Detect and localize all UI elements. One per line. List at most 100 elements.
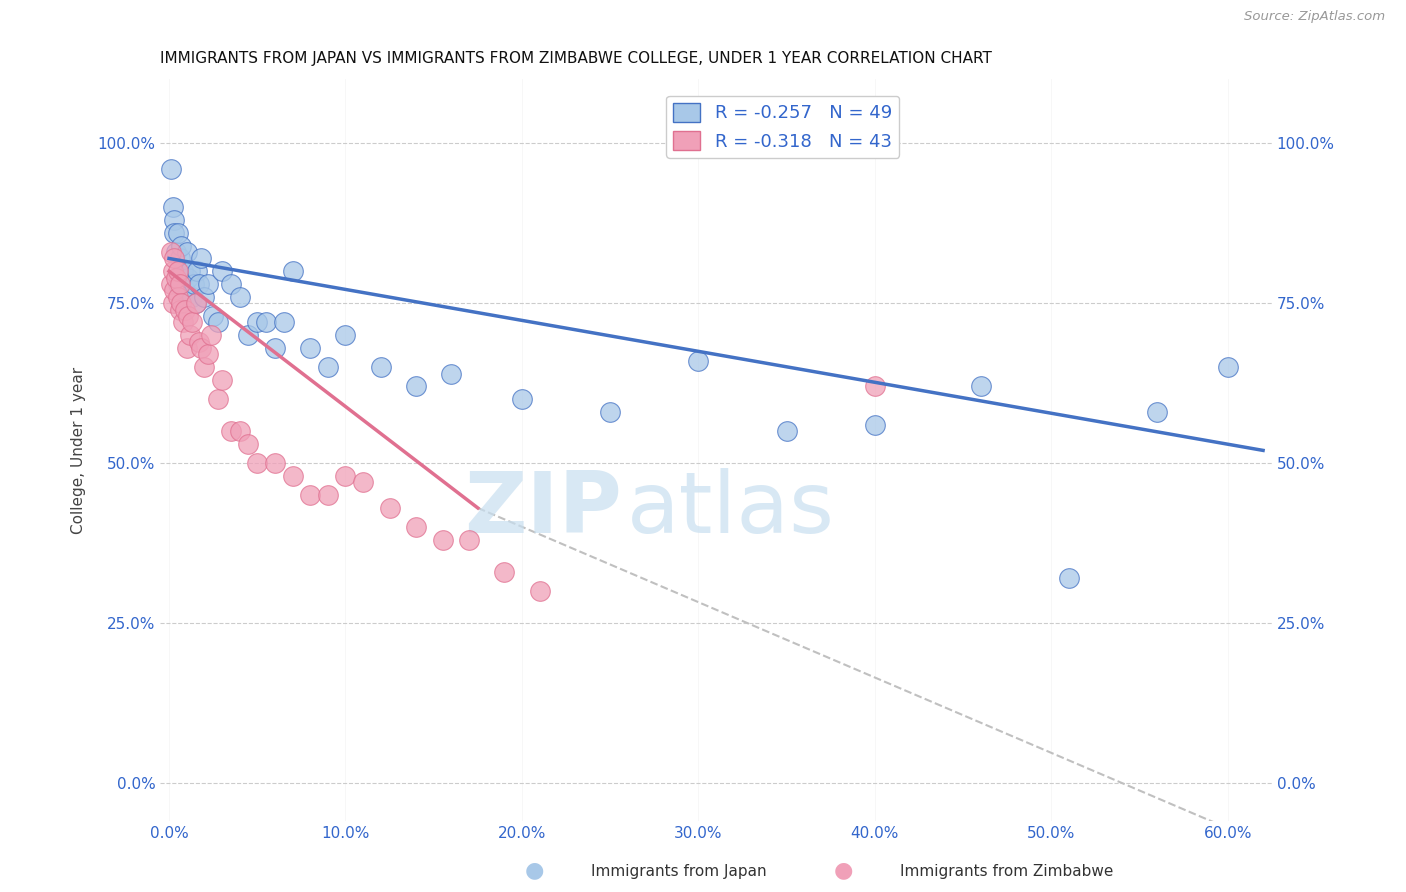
Text: Immigrants from Japan: Immigrants from Japan bbox=[591, 864, 766, 879]
Point bbox=[163, 226, 186, 240]
Point bbox=[179, 328, 201, 343]
Point bbox=[440, 367, 463, 381]
Point bbox=[405, 520, 427, 534]
Point bbox=[370, 360, 392, 375]
Point bbox=[166, 290, 188, 304]
Point bbox=[599, 405, 621, 419]
Point bbox=[181, 315, 204, 329]
Point bbox=[378, 500, 401, 515]
Point bbox=[184, 296, 207, 310]
Point bbox=[211, 264, 233, 278]
Point bbox=[170, 270, 193, 285]
Point bbox=[166, 277, 188, 291]
Point bbox=[335, 469, 357, 483]
Point bbox=[246, 456, 269, 470]
Point bbox=[200, 328, 222, 343]
Point bbox=[159, 161, 181, 176]
Point bbox=[176, 341, 198, 355]
Point bbox=[299, 341, 322, 355]
Point bbox=[197, 277, 219, 291]
Point bbox=[188, 334, 211, 349]
Point bbox=[165, 245, 187, 260]
Point bbox=[181, 290, 204, 304]
Point bbox=[775, 424, 797, 438]
Point bbox=[183, 277, 205, 291]
Text: ●: ● bbox=[524, 860, 544, 880]
Point bbox=[186, 264, 208, 278]
Point bbox=[863, 417, 886, 432]
Point bbox=[207, 315, 229, 329]
Point bbox=[159, 245, 181, 260]
Point bbox=[169, 277, 191, 291]
Point bbox=[432, 533, 454, 547]
Text: atlas: atlas bbox=[627, 468, 835, 551]
Point bbox=[458, 533, 481, 547]
Point bbox=[190, 341, 212, 355]
Point bbox=[316, 360, 339, 375]
Point bbox=[246, 315, 269, 329]
Point bbox=[529, 584, 551, 599]
Point bbox=[190, 252, 212, 266]
Point bbox=[1146, 405, 1168, 419]
Point bbox=[494, 565, 516, 579]
Point bbox=[264, 341, 287, 355]
Text: ZIP: ZIP bbox=[464, 468, 621, 551]
Point bbox=[163, 284, 186, 298]
Point bbox=[281, 469, 304, 483]
Point bbox=[174, 302, 197, 317]
Point bbox=[254, 315, 277, 329]
Point bbox=[863, 379, 886, 393]
Point bbox=[273, 315, 295, 329]
Point bbox=[197, 347, 219, 361]
Point bbox=[163, 252, 186, 266]
Point bbox=[238, 328, 260, 343]
Point bbox=[1216, 360, 1239, 375]
Point bbox=[316, 488, 339, 502]
Point bbox=[177, 270, 200, 285]
Point bbox=[172, 315, 194, 329]
Point bbox=[228, 424, 250, 438]
Legend: R = -0.257   N = 49, R = -0.318   N = 43: R = -0.257 N = 49, R = -0.318 N = 43 bbox=[666, 95, 900, 158]
Point bbox=[219, 277, 242, 291]
Point bbox=[688, 354, 710, 368]
Point bbox=[163, 213, 186, 227]
Point bbox=[238, 437, 260, 451]
Point bbox=[193, 360, 215, 375]
Point bbox=[170, 238, 193, 252]
Text: IMMIGRANTS FROM JAPAN VS IMMIGRANTS FROM ZIMBABWE COLLEGE, UNDER 1 YEAR CORRELAT: IMMIGRANTS FROM JAPAN VS IMMIGRANTS FROM… bbox=[160, 51, 993, 66]
Point bbox=[176, 245, 198, 260]
Point bbox=[162, 264, 184, 278]
Point bbox=[179, 264, 201, 278]
Text: Source: ZipAtlas.com: Source: ZipAtlas.com bbox=[1244, 10, 1385, 22]
Y-axis label: College, Under 1 year: College, Under 1 year bbox=[72, 367, 86, 534]
Point bbox=[211, 373, 233, 387]
Point bbox=[188, 277, 211, 291]
Point bbox=[202, 309, 225, 323]
Point bbox=[352, 475, 374, 490]
Point bbox=[1057, 571, 1080, 585]
Point bbox=[184, 296, 207, 310]
Point bbox=[169, 302, 191, 317]
Point bbox=[219, 424, 242, 438]
Point bbox=[193, 290, 215, 304]
Point bbox=[170, 296, 193, 310]
Point bbox=[970, 379, 993, 393]
Point bbox=[162, 200, 184, 214]
Point bbox=[281, 264, 304, 278]
Point bbox=[172, 264, 194, 278]
Point bbox=[264, 456, 287, 470]
Point bbox=[207, 392, 229, 407]
Point bbox=[169, 252, 191, 266]
Point bbox=[177, 309, 200, 323]
Point bbox=[335, 328, 357, 343]
Point bbox=[299, 488, 322, 502]
Text: Immigrants from Zimbabwe: Immigrants from Zimbabwe bbox=[900, 864, 1114, 879]
Point bbox=[166, 226, 188, 240]
Point bbox=[159, 277, 181, 291]
Point bbox=[228, 290, 250, 304]
Point bbox=[162, 296, 184, 310]
Point bbox=[165, 270, 187, 285]
Text: ●: ● bbox=[834, 860, 853, 880]
Point bbox=[510, 392, 533, 407]
Point bbox=[166, 264, 188, 278]
